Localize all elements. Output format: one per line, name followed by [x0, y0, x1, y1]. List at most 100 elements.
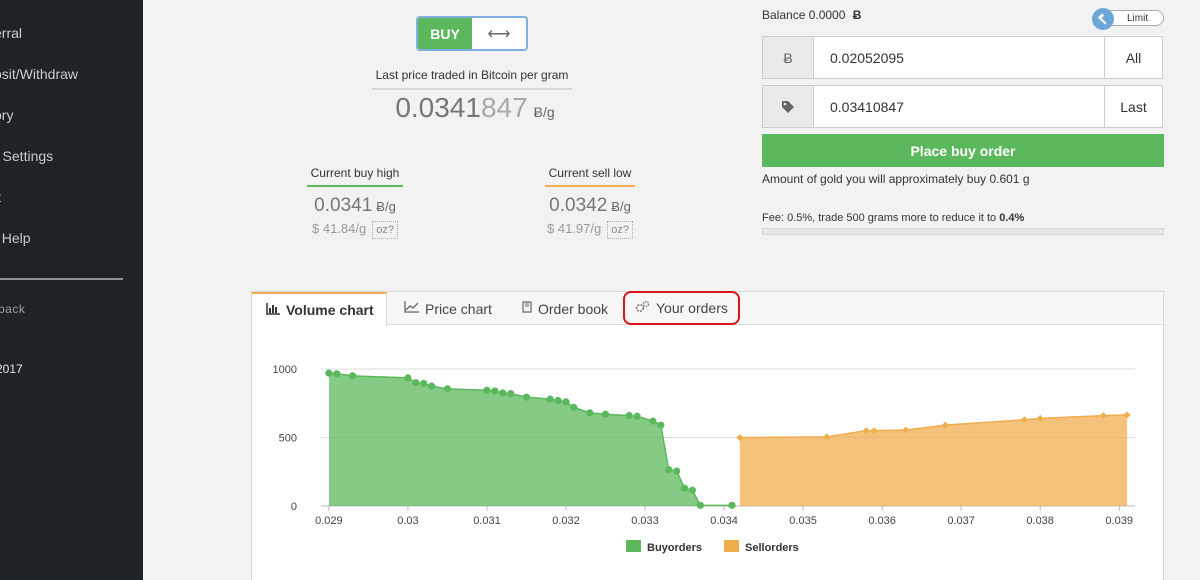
buy-high-label: Current buy high	[306, 166, 404, 187]
series-line-sellorders	[739, 414, 1128, 439]
buy-order-point	[665, 466, 673, 474]
tab-order-book[interactable]: Order book	[521, 292, 608, 325]
amount-field: Ƀ 0.02052095 All	[762, 36, 1163, 79]
x-tick-label: 0.036	[868, 515, 896, 527]
buy-order-point	[696, 501, 704, 509]
sell-order-point	[902, 426, 910, 434]
price-field: 0.03410847 Last	[762, 85, 1163, 128]
sidebar-item-referral[interactable]: erral	[0, 25, 23, 41]
sidebar-feedback-link[interactable]: back	[0, 302, 26, 316]
chart-panel: Volume chart Price chart Order book Your…	[251, 291, 1164, 580]
sidebar: erral osit/Withdraw ory r Settings it / …	[0, 0, 143, 580]
x-tick-label: 0.029	[315, 515, 343, 527]
buy-order-point	[728, 501, 736, 509]
x-tick-label: 0.034	[710, 515, 738, 527]
x-tick-label: 0.037	[947, 515, 975, 527]
sell-low-oz-toggle[interactable]: oz?	[607, 221, 633, 239]
x-tick-label: 0.03	[397, 515, 418, 527]
bitcoin-icon: Ƀ	[852, 8, 862, 22]
fee-next-rate: 0.4%	[999, 212, 1025, 224]
price-input[interactable]: 0.03410847	[830, 98, 904, 115]
last-button[interactable]: Last	[1104, 86, 1162, 127]
fee-label: Fee: 0.5%, trade 500 grams more to reduc…	[762, 212, 1000, 224]
line-chart-icon	[404, 301, 419, 316]
sell-low-unit: Ƀ/g	[611, 199, 631, 214]
gears-icon	[635, 300, 650, 316]
legend-label: Sellorders	[745, 542, 799, 554]
y-tick-label: 500	[279, 433, 297, 445]
fee-progress-bar	[762, 228, 1164, 235]
limit-label: Limit	[1127, 13, 1149, 24]
place-buy-order-button[interactable]: Place buy order	[762, 134, 1164, 167]
tab-order-book-label: Order book	[538, 300, 609, 317]
buy-order-point	[483, 386, 491, 394]
swap-icon[interactable]: ⟷	[487, 25, 511, 43]
sidebar-item-deposit-withdraw[interactable]: osit/Withdraw	[0, 66, 79, 82]
sell-low-label: Current sell low	[544, 166, 636, 187]
tab-volume-chart[interactable]: Volume chart	[252, 292, 387, 326]
fee-text: Fee: 0.5%, trade 500 grams more to reduc…	[762, 212, 1024, 224]
sidebar-item-user-settings[interactable]: r Settings	[0, 148, 54, 164]
all-button[interactable]: All	[1104, 37, 1162, 78]
buy-high-value: 0.0341 Ƀ/g	[280, 195, 430, 217]
sell-order-point	[941, 421, 949, 429]
approx-amount-text: Amount of gold you will approximately bu…	[762, 172, 1030, 186]
buy-order-point	[688, 486, 697, 494]
buy-order-point	[325, 369, 333, 377]
sidebar-divider	[0, 278, 123, 280]
sell-low-value: 0.0342 Ƀ/g	[515, 195, 665, 217]
tab-price-chart-label: Price chart	[425, 300, 492, 317]
tab-your-orders[interactable]: Your orders	[623, 291, 740, 325]
sell-low-usd-value: $ 41.97/g	[547, 221, 602, 236]
legend-label: Buyorders	[647, 542, 702, 554]
legend-swatch	[724, 540, 739, 552]
sell-order-point	[1123, 411, 1131, 419]
sell-order-point	[1099, 412, 1107, 420]
tab-price-chart[interactable]: Price chart	[404, 292, 492, 325]
buy-order-point	[443, 385, 452, 393]
buy-mode-button[interactable]: BUY	[418, 18, 472, 49]
legend-swatch	[626, 540, 641, 552]
buy-order-point	[680, 484, 689, 492]
buy-order-point	[601, 410, 610, 418]
buy-order-point	[428, 382, 436, 390]
buy-order-point	[404, 374, 412, 382]
x-tick-label: 0.031	[473, 515, 501, 527]
x-tick-label: 0.039	[1105, 515, 1133, 527]
amount-input[interactable]: 0.02052095	[830, 49, 904, 66]
current-buy-high: Current buy high 0.0341 Ƀ/g $ 41.84/g oz?	[280, 164, 430, 239]
bar-chart-icon	[266, 302, 280, 318]
sidebar-item-exit[interactable]: it	[0, 189, 1, 205]
buy-order-point	[412, 379, 420, 387]
buy-high-number: 0.0341	[314, 195, 373, 216]
tab-volume-chart-label: Volume chart	[286, 302, 374, 318]
sidebar-copyright-year: 2017	[0, 362, 23, 376]
x-tick-label: 0.035	[789, 515, 817, 527]
buy-order-point	[546, 395, 554, 403]
tag-icon	[763, 86, 814, 127]
balance-label: Balance 0.0000	[762, 8, 846, 22]
tab-your-orders-label: Your orders	[656, 300, 728, 316]
chart-tabs: Volume chart Price chart Order book Your…	[252, 291, 1163, 326]
buy-order-point	[673, 467, 681, 475]
buy-sell-toggle[interactable]: BUY ⟷	[416, 16, 528, 51]
buy-high-usd: $ 41.84/g oz?	[280, 221, 430, 239]
limit-toggle[interactable]: Limit	[1092, 8, 1164, 30]
x-tick-label: 0.032	[552, 515, 580, 527]
buy-order-point	[633, 412, 641, 420]
buy-high-oz-toggle[interactable]: oz?	[372, 221, 398, 239]
buy-order-point	[333, 370, 341, 378]
sidebar-item-help[interactable]: / Help	[0, 230, 31, 246]
series-area-buyorders	[328, 373, 732, 506]
book-icon	[521, 301, 532, 316]
buy-order-point	[586, 409, 594, 417]
last-price-main: 0.0341	[395, 92, 481, 123]
buy-order-point	[507, 390, 515, 398]
buy-order-point	[420, 379, 428, 387]
buy-order-point	[625, 411, 633, 420]
buy-order-point	[522, 393, 531, 401]
buy-order-point	[570, 403, 578, 411]
bitcoin-icon: Ƀ	[763, 37, 814, 78]
sidebar-item-history[interactable]: ory	[0, 107, 14, 123]
balance: Balance 0.0000 Ƀ	[762, 8, 861, 22]
